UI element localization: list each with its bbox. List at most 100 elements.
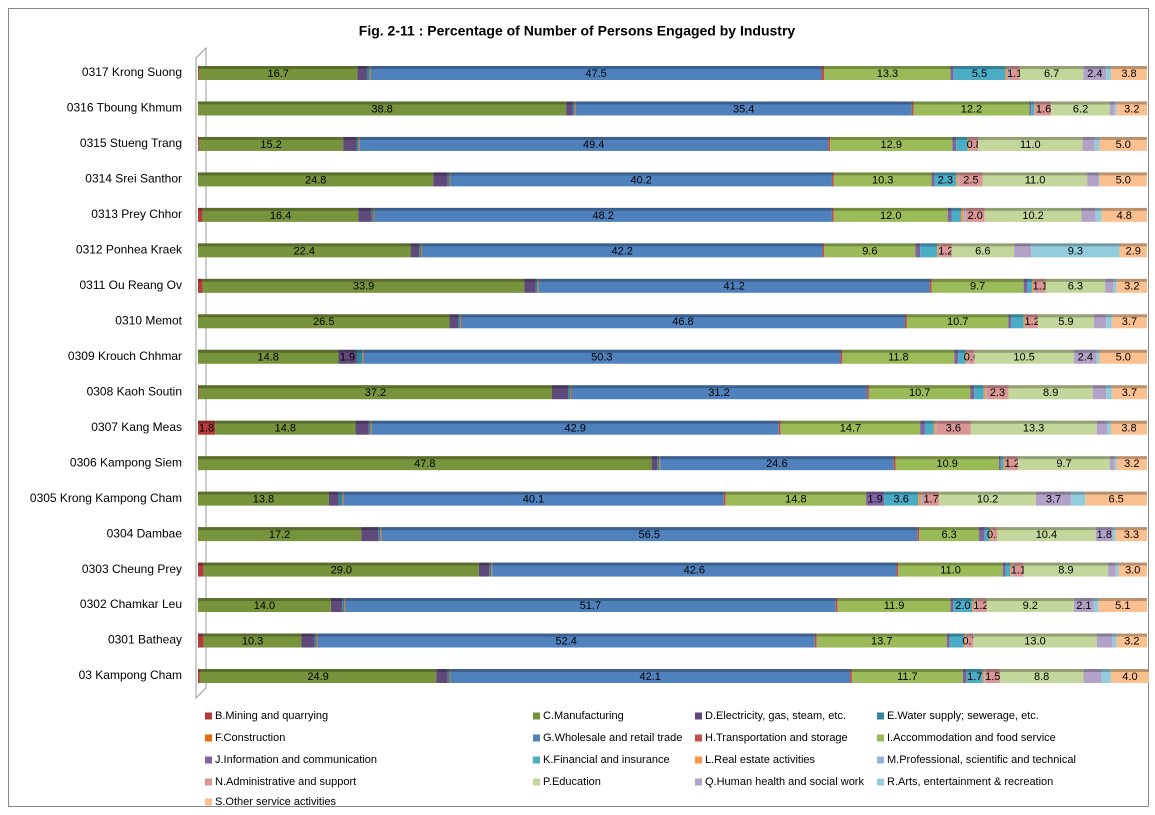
bar-segment-top <box>840 349 843 353</box>
bar-segment <box>198 456 652 471</box>
bar-segment <box>1045 278 1106 293</box>
bar-segment-top <box>338 349 357 353</box>
bar-segment-top <box>831 207 834 211</box>
bar-segment <box>935 420 937 435</box>
bar-segment-top <box>368 420 371 424</box>
bar-segment-top <box>1099 172 1147 176</box>
bar-segment-top <box>935 420 937 424</box>
bar-segment-top <box>913 101 1030 105</box>
bar-segment <box>913 101 1030 116</box>
bar-segment-top <box>1003 456 1006 460</box>
bar-segment-top <box>984 668 986 672</box>
data-label: 13.3 <box>877 68 898 80</box>
bar-segment <box>967 136 970 151</box>
bar-segment <box>920 420 925 435</box>
bar-segment <box>362 349 364 364</box>
bar-segment-top <box>833 207 948 211</box>
data-label: 10.7 <box>947 316 968 328</box>
bar-segment <box>975 598 987 613</box>
bar-segment-top <box>986 598 1074 602</box>
bar-segment-top <box>1101 668 1111 672</box>
data-label: 1.7 <box>923 494 938 506</box>
data-label: 1.8 <box>199 423 214 435</box>
bar-segment-top <box>956 172 959 176</box>
bar-segment <box>374 207 832 222</box>
bar-segment <box>1035 278 1046 293</box>
bar-segment <box>972 598 975 613</box>
bar-segment-top <box>831 172 834 176</box>
bar-segment-top <box>963 633 966 637</box>
data-label: 9.7 <box>970 281 985 293</box>
bar-segment-top <box>356 349 363 353</box>
bar-segment-top <box>1112 527 1116 531</box>
bar-segment <box>1027 278 1033 293</box>
data-label: 24.9 <box>307 671 328 683</box>
bar-segment <box>198 385 199 400</box>
bar-segment <box>1082 136 1095 151</box>
bar-segment-top <box>919 527 980 531</box>
bar-segment <box>919 527 980 542</box>
bar-segment-top <box>828 136 831 140</box>
bar-segment <box>373 207 375 222</box>
bar-segment <box>203 633 302 648</box>
bar-segment-top <box>198 314 450 318</box>
bar-segment-top <box>344 598 346 602</box>
legend-swatch <box>877 778 884 786</box>
bar-segment <box>342 598 345 613</box>
bar-segment <box>953 66 1006 80</box>
bar-segment-top <box>361 527 379 531</box>
bar-segment <box>651 456 658 471</box>
bar-segment <box>355 420 369 435</box>
bar-segment <box>410 243 420 258</box>
bar-segment <box>898 562 1003 577</box>
bar-segment <box>366 66 370 80</box>
legend-swatch <box>695 712 702 720</box>
data-label: 3.7 <box>1046 494 1061 506</box>
bar-segment <box>1110 420 1147 435</box>
bar-segment <box>966 633 974 648</box>
bar-segment <box>1112 633 1117 648</box>
bar-segment-top <box>997 527 1096 531</box>
data-label: 9.6 <box>862 245 877 257</box>
bar-segment <box>363 349 841 364</box>
bar-segment-top <box>1082 136 1095 140</box>
bar-segment <box>1023 314 1026 329</box>
bar-segment-top <box>978 136 1083 140</box>
bar-segment <box>778 420 781 435</box>
bar-segment-top <box>958 349 966 353</box>
bar-segment-top <box>651 456 658 460</box>
bar-segment <box>998 456 1001 471</box>
bar-segment-top <box>362 349 364 353</box>
bar-segment <box>822 243 825 258</box>
bar-segment-top <box>1106 66 1111 69</box>
bar-segment-top <box>316 633 318 637</box>
bar-segment <box>937 243 940 258</box>
data-label: 16.4 <box>270 210 291 222</box>
bar-segment <box>447 668 450 683</box>
bar-segment-top <box>314 633 317 637</box>
bar-segment <box>198 385 552 400</box>
bar-segment-top <box>924 420 934 424</box>
bar-segment <box>1096 633 1113 648</box>
data-label: 1.6 <box>1036 103 1051 115</box>
y-tick-label: 0314 Srei Santhor <box>85 172 182 186</box>
data-label: 1.2 <box>1005 458 1020 470</box>
bar-segment-top <box>989 527 992 531</box>
bar-segment-top <box>1113 278 1117 282</box>
data-label: 10.5 <box>1013 352 1034 364</box>
bar-segment <box>992 527 998 542</box>
bar-segment-top <box>198 527 362 531</box>
bar-segment <box>893 456 896 471</box>
bar-segment <box>368 420 371 435</box>
bar-segment <box>949 633 964 648</box>
bar-segment-top <box>1106 385 1112 389</box>
bar-segment-top <box>330 598 343 602</box>
y-tick-label: 0311 Ou Reang Ov <box>79 278 182 292</box>
bar-segment <box>1081 207 1096 222</box>
bar-segment <box>1009 66 1020 80</box>
bar-segment-top <box>965 633 967 637</box>
bar-segment-top <box>973 633 1097 637</box>
bar-segment-top <box>1098 172 1100 176</box>
bar-segment-top <box>906 314 1009 318</box>
bar-segment-top <box>575 101 912 105</box>
